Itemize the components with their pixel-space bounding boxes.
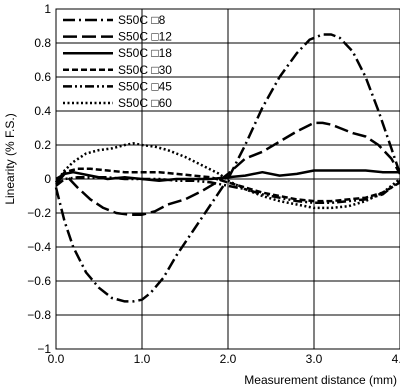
legend-label: S50C □30	[118, 63, 172, 77]
legend-label: S50C □18	[118, 46, 172, 60]
plot-frame	[55, 8, 400, 350]
legend-label: S50C □60	[118, 96, 172, 110]
y-tick-label: 0	[44, 172, 51, 186]
series-line-6	[54, 142, 400, 210]
y-tick-label: 0.4	[34, 104, 51, 118]
y-axis-label: Linearity (% F.S.)	[3, 113, 17, 204]
y-tick-label: 0.6	[34, 70, 51, 84]
x-tick-label: 4.0	[392, 352, 400, 366]
y-tick-label: 1	[44, 2, 51, 16]
legend-label: S50C □8	[118, 13, 166, 27]
x-tick-label: 1.0	[134, 352, 151, 366]
x-tick-label: 2.0	[220, 352, 237, 366]
y-tick-label: 0.2	[34, 138, 51, 152]
y-tick-label: −0.6	[27, 274, 51, 288]
y-tick-label: 0.8	[34, 36, 51, 50]
legend: S50C □8 S50C □12 S50C □18 S50C □30 S50C □45 S…	[63, 13, 172, 110]
series-line-2	[55, 121, 400, 216]
series-line-1	[54, 33, 400, 303]
series-line-5	[55, 176, 400, 205]
y-tick-label: −0.8	[27, 308, 51, 322]
legend-label: S50C □45	[118, 79, 172, 93]
x-tick-label: 3.0	[306, 352, 323, 366]
series-layer	[54, 33, 400, 303]
y-tick-label: −1	[37, 342, 51, 356]
series-line-4	[55, 167, 400, 203]
y-tick-label: −0.2	[27, 206, 51, 220]
legend-label: S50C □12	[118, 30, 172, 44]
x-axis-label: Measurement distance (mm)	[244, 373, 397, 387]
x-tick-label: 0.0	[48, 352, 65, 366]
y-tick-label: −0.4	[27, 240, 51, 254]
y-axis-ticks: 1 0.8 0.6 0.4 0.2 0 −0.2 −0.4 −0.6 −0.8 −1	[27, 2, 51, 356]
x-axis-ticks: 0.0 1.0 2.0 3.0 4.0	[48, 352, 400, 366]
